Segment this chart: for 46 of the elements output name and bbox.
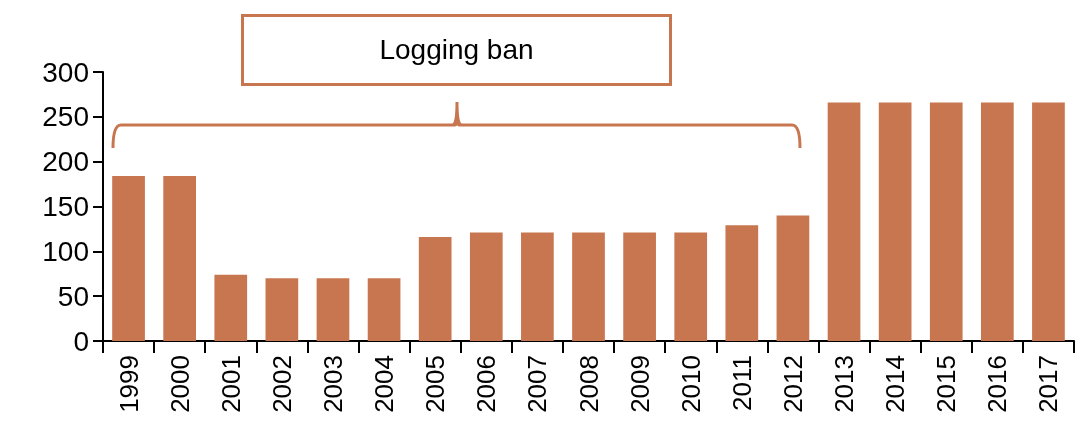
bar xyxy=(112,176,145,341)
bar xyxy=(827,102,861,341)
y-tick-label: 250 xyxy=(42,101,89,133)
y-tick-label: 50 xyxy=(57,280,89,312)
y-tick-label: 300 xyxy=(42,56,89,88)
bar xyxy=(674,232,708,341)
bar xyxy=(725,225,759,341)
x-tick-label: 2009 xyxy=(624,355,655,413)
bar xyxy=(776,215,810,341)
bar xyxy=(572,232,605,341)
x-tick-label: 2015 xyxy=(931,355,962,413)
y-tick-label: 200 xyxy=(42,146,89,178)
x-tick-label: 2004 xyxy=(369,355,400,413)
x-tick-label: 2016 xyxy=(982,355,1013,413)
x-tick-label: 2002 xyxy=(266,355,297,413)
x-tick-label: 2001 xyxy=(215,355,246,413)
bar xyxy=(878,102,912,341)
bar xyxy=(980,102,1014,341)
x-tick-label: 2007 xyxy=(522,355,553,413)
bar xyxy=(418,236,452,341)
y-tick-label: 0 xyxy=(73,325,89,357)
bar xyxy=(316,278,350,341)
bar xyxy=(623,232,656,341)
bar xyxy=(214,274,248,341)
x-tick-label: 2014 xyxy=(880,355,911,413)
x-tick-label: 2008 xyxy=(573,355,604,413)
bar xyxy=(521,232,554,341)
x-tick-label: 2006 xyxy=(471,355,502,413)
x-tick-label: 2005 xyxy=(420,355,451,413)
bar xyxy=(1032,102,1065,341)
x-tick-label: 2000 xyxy=(164,355,195,413)
x-tick-label: 2010 xyxy=(675,355,706,413)
bar xyxy=(265,278,299,341)
y-tick-label: 150 xyxy=(42,191,89,222)
bar xyxy=(469,232,503,341)
x-tick-label: 1999 xyxy=(113,355,144,413)
x-tick-label: 2003 xyxy=(317,355,348,413)
bar xyxy=(367,278,401,341)
bar xyxy=(929,102,963,341)
callout-box: Logging ban xyxy=(241,14,672,86)
y-tick-label: 100 xyxy=(42,235,89,267)
x-tick-label: 2011 xyxy=(726,355,757,411)
x-tick-label: 2012 xyxy=(777,355,808,413)
x-tick-label: 2017 xyxy=(1033,355,1064,413)
x-tick-label: 2013 xyxy=(829,355,860,413)
bar xyxy=(163,176,197,341)
